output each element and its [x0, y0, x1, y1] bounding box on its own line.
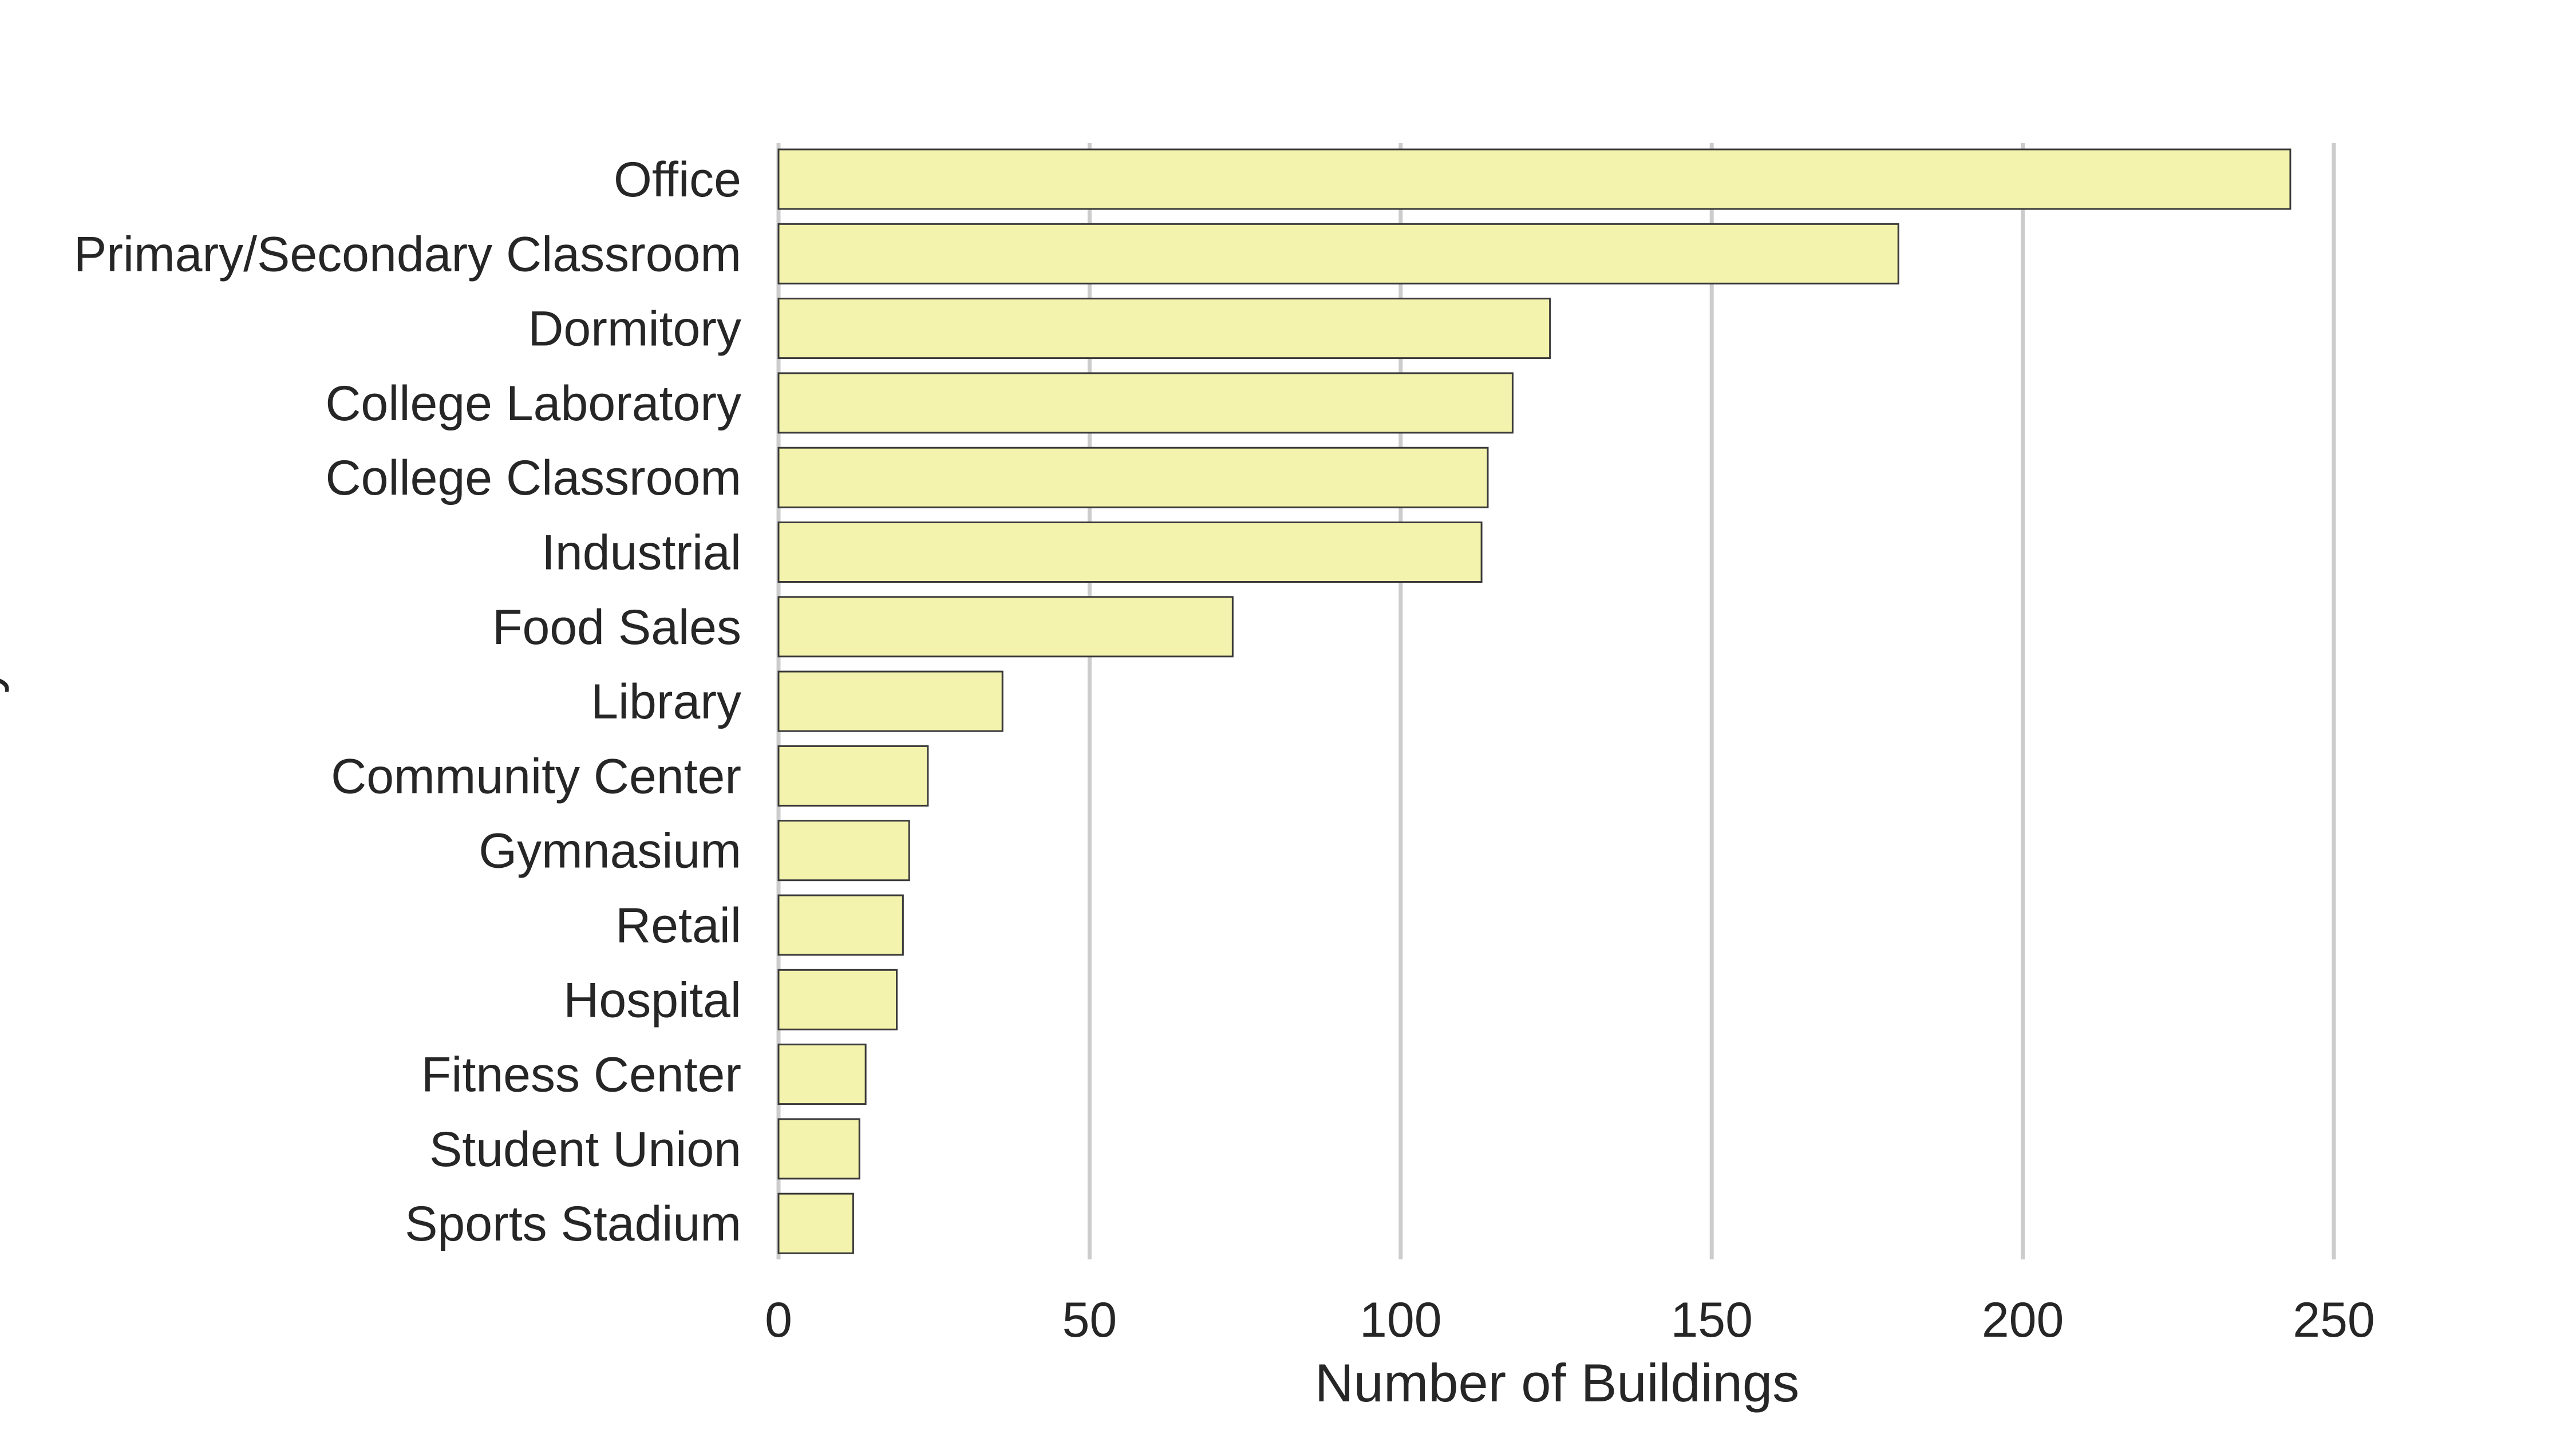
bar-layer [777, 148, 2291, 1254]
category-label: College Laboratory [325, 376, 741, 431]
bar [777, 1044, 867, 1105]
bar [777, 745, 929, 807]
category-label: Retail [615, 898, 741, 953]
category-label: Fitness Center [421, 1048, 741, 1103]
category-label: Primary/Secondary Classroom [74, 227, 741, 282]
category-label: Food Sales [492, 600, 741, 655]
bar [777, 670, 1003, 732]
x-tick-label: 0 [765, 1293, 792, 1348]
x-tick-label: 200 [1982, 1293, 2064, 1348]
bar [777, 1192, 854, 1254]
x-tick-label: 250 [2293, 1293, 2375, 1348]
x-tick-label: 50 [1062, 1293, 1117, 1348]
x-tick-label: 100 [1360, 1293, 1442, 1348]
category-labels: Office Primary/Secondary Classroom Dormito… [74, 152, 741, 1251]
x-axis-title: Number of Buildings [1315, 1353, 1799, 1413]
category-label: Hospital [563, 973, 741, 1028]
bar [777, 298, 1551, 360]
bar [777, 894, 904, 956]
category-label: Gymnasium [479, 824, 741, 879]
category-label: Community Center [331, 749, 741, 804]
category-label: Student Union [429, 1122, 741, 1177]
bar [777, 969, 898, 1030]
y-axis-title: Primary Use [0, 556, 9, 852]
bar [777, 372, 1514, 434]
bar [777, 1118, 860, 1180]
category-label: College Classroom [325, 451, 741, 505]
category-label: Office [614, 152, 741, 207]
bar [777, 596, 1234, 658]
bar [777, 820, 910, 882]
x-tick-label: 150 [1670, 1293, 1753, 1348]
x-tick-labels: 0 50 100 150 200 250 [765, 1293, 2375, 1348]
category-label: Industrial [542, 526, 741, 580]
bar [777, 223, 1899, 285]
bar [777, 522, 1483, 583]
category-label: Dormitory [528, 302, 741, 357]
bar [777, 447, 1489, 508]
category-label: Sports Stadium [405, 1196, 741, 1251]
category-label: Library [591, 674, 741, 729]
bar [777, 148, 2291, 210]
